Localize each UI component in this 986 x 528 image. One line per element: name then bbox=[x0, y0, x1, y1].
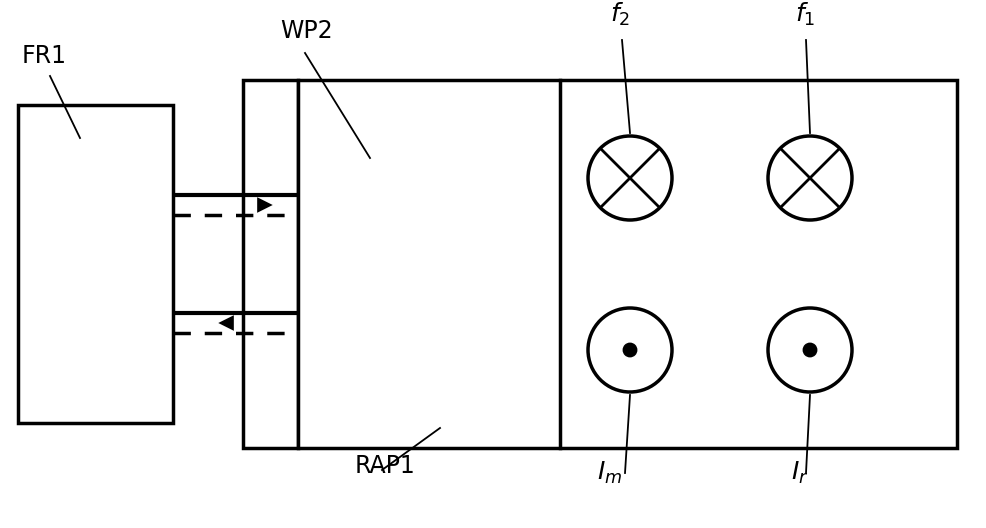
Text: WP2: WP2 bbox=[280, 19, 332, 43]
Text: $I_m$: $I_m$ bbox=[597, 460, 622, 486]
Bar bbox=[298, 80, 956, 448]
Circle shape bbox=[622, 343, 636, 357]
Circle shape bbox=[803, 343, 815, 357]
Text: FR1: FR1 bbox=[22, 44, 67, 68]
Text: $I_r$: $I_r$ bbox=[791, 460, 808, 486]
Bar bbox=[243, 80, 298, 448]
Text: RAP1: RAP1 bbox=[355, 454, 415, 478]
Bar bbox=[18, 105, 173, 423]
Text: $f_2$: $f_2$ bbox=[609, 1, 629, 28]
Text: $f_1$: $f_1$ bbox=[794, 1, 814, 28]
